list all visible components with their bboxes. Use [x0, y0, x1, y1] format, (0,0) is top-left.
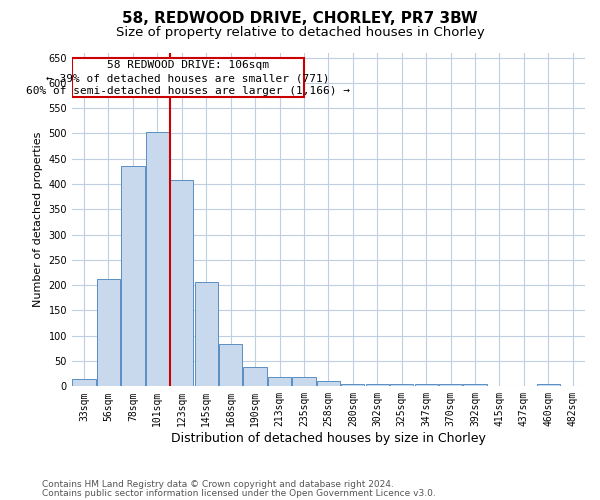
Text: Contains HM Land Registry data © Crown copyright and database right 2024.: Contains HM Land Registry data © Crown c…	[42, 480, 394, 489]
Bar	[146, 132, 169, 386]
Bar	[537, 384, 560, 386]
Bar	[194, 282, 218, 387]
Bar	[365, 384, 389, 386]
Bar	[268, 377, 291, 386]
Bar	[463, 384, 487, 386]
Bar	[73, 378, 95, 386]
Text: Size of property relative to detached houses in Chorley: Size of property relative to detached ho…	[116, 26, 484, 39]
Text: ← 39% of detached houses are smaller (771): ← 39% of detached houses are smaller (77…	[46, 73, 329, 83]
FancyBboxPatch shape	[72, 58, 304, 96]
Bar	[341, 384, 364, 386]
X-axis label: Distribution of detached houses by size in Chorley: Distribution of detached houses by size …	[171, 432, 486, 445]
Bar	[170, 180, 193, 386]
Text: Contains public sector information licensed under the Open Government Licence v3: Contains public sector information licen…	[42, 489, 436, 498]
Bar	[415, 384, 438, 386]
Bar	[121, 166, 145, 386]
Bar	[292, 377, 316, 386]
Bar	[219, 344, 242, 387]
Bar	[439, 384, 462, 386]
Text: 58 REDWOOD DRIVE: 106sqm: 58 REDWOOD DRIVE: 106sqm	[107, 60, 269, 70]
Bar	[97, 278, 120, 386]
Y-axis label: Number of detached properties: Number of detached properties	[33, 132, 43, 307]
Bar	[244, 367, 267, 386]
Text: 60% of semi-detached houses are larger (1,166) →: 60% of semi-detached houses are larger (…	[26, 86, 350, 96]
Text: 58, REDWOOD DRIVE, CHORLEY, PR7 3BW: 58, REDWOOD DRIVE, CHORLEY, PR7 3BW	[122, 11, 478, 26]
Bar	[317, 382, 340, 386]
Bar	[390, 384, 413, 386]
